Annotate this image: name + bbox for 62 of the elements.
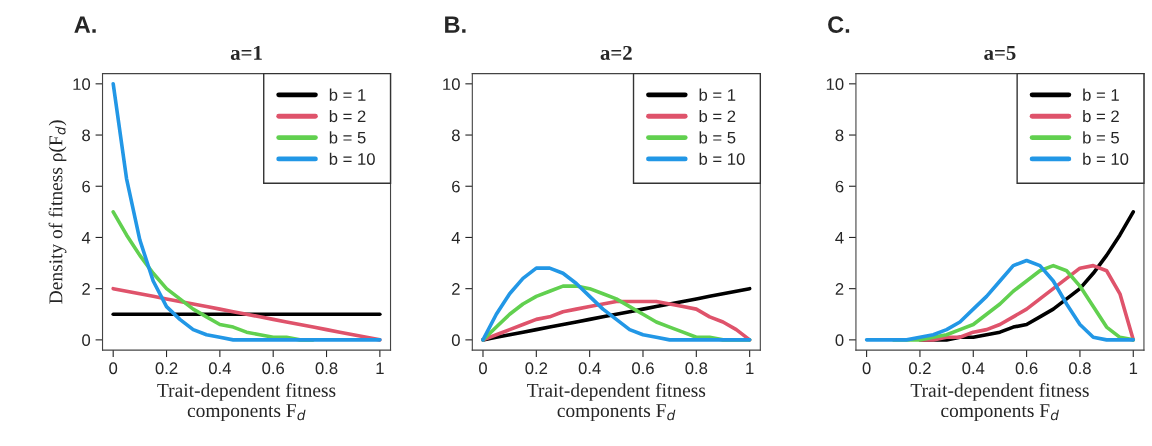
legend-label: b = 2 — [1083, 109, 1119, 123]
x-tick-label: 0.6 — [262, 362, 285, 375]
x-tick-label: 0.2 — [909, 362, 931, 375]
line-series — [864, 258, 1136, 342]
x-tick-label: 0.2 — [525, 362, 548, 375]
line-series — [111, 82, 382, 342]
x-tick-label: 0.4 — [208, 362, 231, 375]
y-tick-label: 6 — [452, 180, 460, 193]
text: A. — [74, 16, 96, 33]
legend-label: b = 2 — [329, 109, 366, 123]
chart-title: a=5 — [984, 46, 1016, 60]
x-tick-label: 0.4 — [962, 362, 985, 375]
x-tick-label: 0.6 — [632, 362, 654, 375]
x-tick-label: 0.2 — [155, 362, 178, 375]
x-tick-label: 0.8 — [1069, 362, 1091, 375]
legend-label: b = 1 — [1083, 88, 1119, 101]
line-series — [481, 266, 752, 342]
x-tick-label: 0.4 — [578, 362, 601, 375]
x-tick-label: 0 — [479, 362, 487, 375]
x-axis-title: Trait-dependent fitness components F$_{d}$ — [527, 383, 706, 422]
legend-label: b = 5 — [329, 131, 366, 144]
x-tick-label: 0 — [862, 362, 871, 375]
x-tick-label: 1 — [746, 362, 754, 374]
legend-label: b = 1 — [699, 88, 736, 101]
y-tick-label: 4 — [835, 232, 844, 244]
legend-label: b = 10 — [329, 152, 375, 165]
y-tick-label: 2 — [82, 283, 90, 295]
legend-label: b = 10 — [1083, 152, 1129, 165]
x-tick-label: 0.6 — [1015, 362, 1038, 375]
y-tick-label: 10 — [73, 78, 91, 91]
y-tick-label: 6 — [835, 180, 844, 193]
legend-label: b = 5 — [1083, 131, 1119, 144]
y-tick-label: 8 — [82, 129, 90, 142]
x-tick-label: 0.8 — [685, 362, 708, 375]
legend-label: b = 2 — [699, 109, 736, 123]
x-tick-label: 0.8 — [315, 362, 338, 375]
y-tick-label: 10 — [443, 78, 460, 91]
y-tick-label: 0 — [835, 334, 844, 347]
y-tick-label: 0 — [82, 334, 91, 347]
y-tick-label: 10 — [826, 78, 844, 91]
y-axis-title: Density of fitness ρ(F$_{d}$) — [48, 120, 67, 304]
y-tick-label: 6 — [82, 180, 90, 193]
legend-label: b = 10 — [699, 152, 745, 165]
text: C. — [828, 16, 850, 33]
y-tick-label: 2 — [835, 283, 844, 295]
chart-title: a=2 — [600, 45, 632, 60]
x-axis-title: Trait-dependent fitness components F$_{d}$ — [157, 383, 336, 422]
legend-label: b = 5 — [699, 131, 736, 144]
x-tick-label: 0 — [109, 362, 118, 375]
line-series — [111, 286, 382, 342]
y-tick-label: 8 — [835, 129, 844, 142]
x-tick-label: 1 — [1129, 362, 1138, 374]
y-tick-label: 4 — [81, 232, 91, 244]
x-tick-label: 1 — [376, 362, 384, 374]
y-tick-label: 8 — [451, 129, 460, 142]
y-tick-label: 2 — [452, 283, 460, 295]
chart-title: a=1 — [230, 45, 262, 60]
y-tick-label: 4 — [451, 232, 461, 244]
text: B. — [445, 16, 466, 33]
y-tick-label: 0 — [451, 334, 460, 347]
x-axis-title: Trait-dependent fitness components F$_{d}$ — [910, 383, 1089, 422]
legend-label: b = 1 — [329, 88, 366, 101]
